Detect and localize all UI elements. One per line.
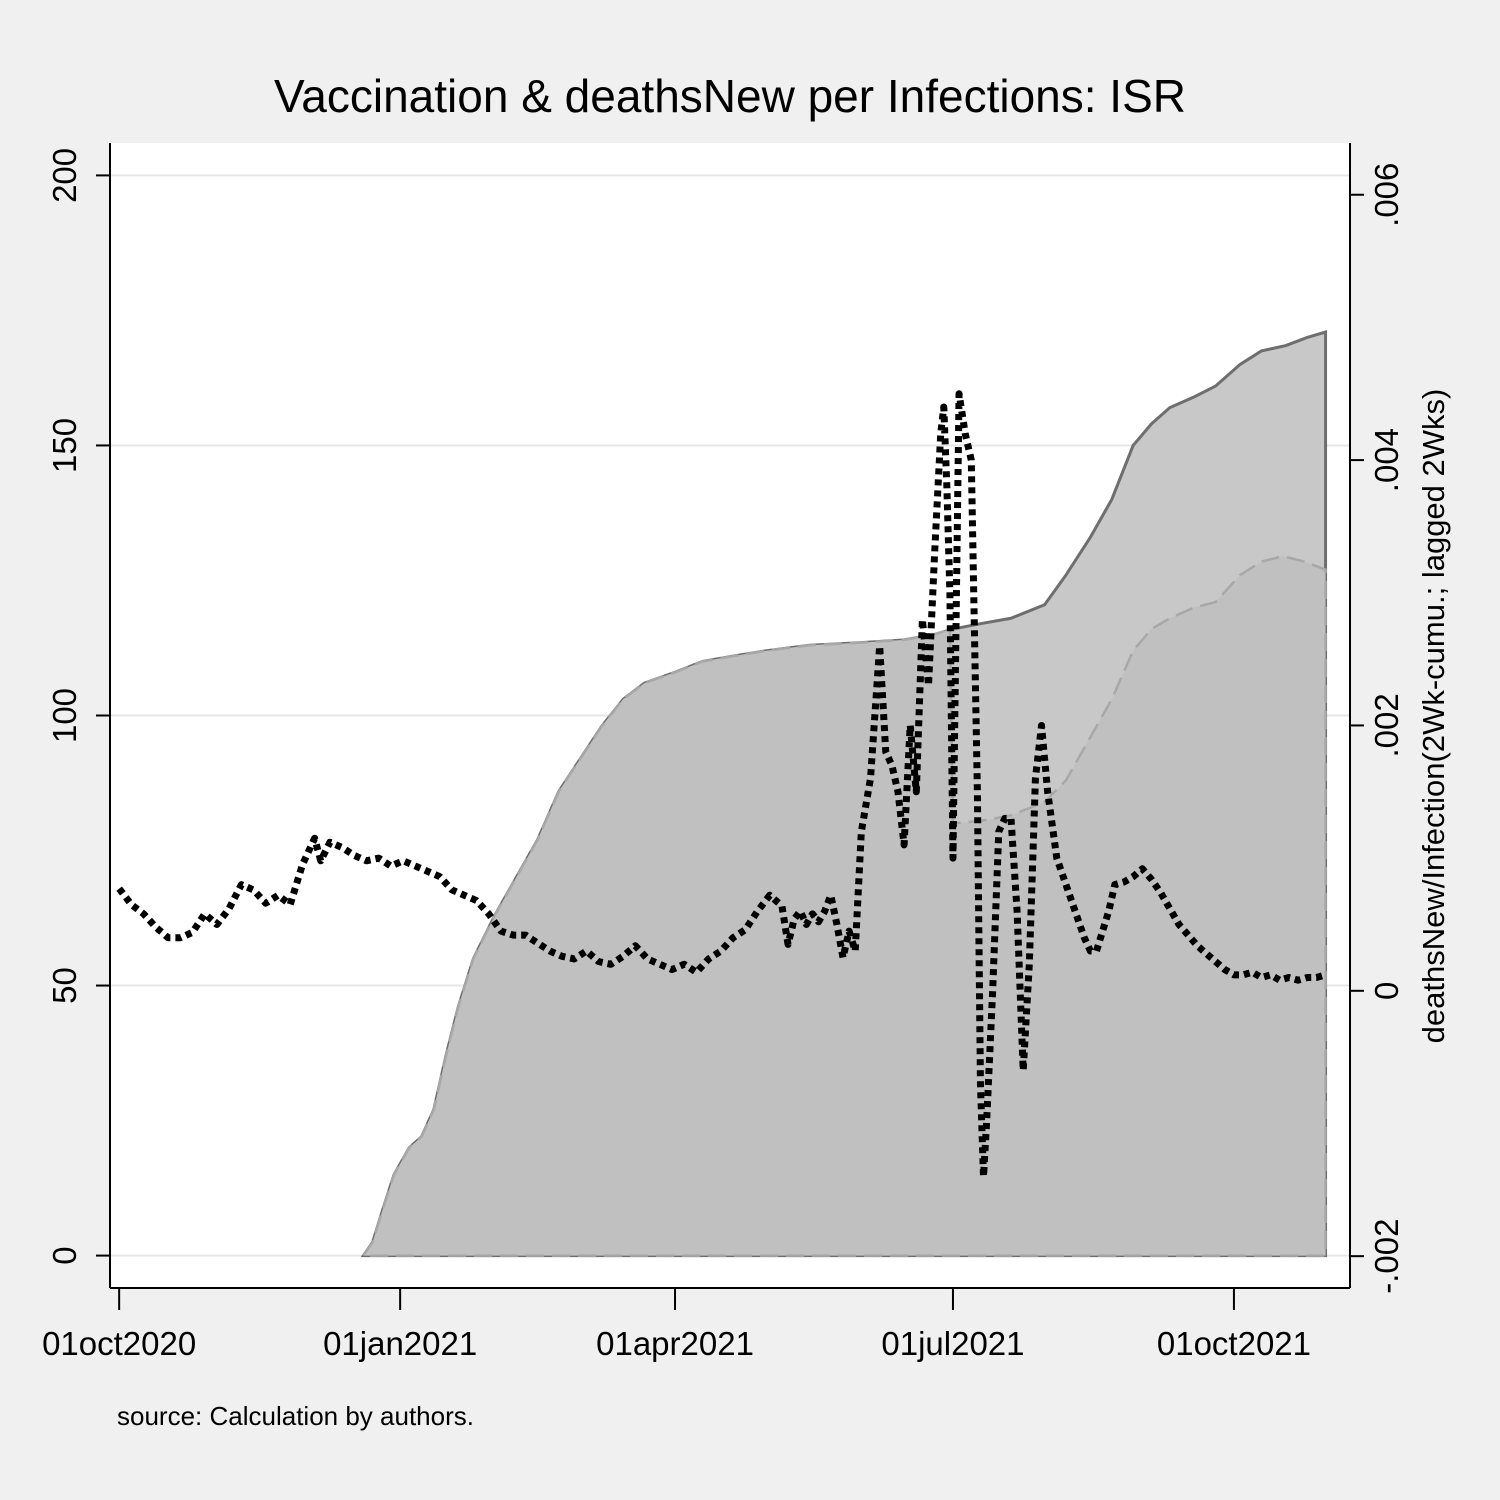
chart-title: Vaccination & deathsNew per Infections: … bbox=[274, 70, 1186, 122]
deaths-series bbox=[116, 390, 1327, 1181]
x-tick-label: 01jul2021 bbox=[881, 1325, 1024, 1362]
x-tick-label: 01oct2020 bbox=[42, 1325, 196, 1362]
x-tick-label: 01jan2021 bbox=[323, 1325, 477, 1362]
y2-tick-label: -.002 bbox=[1368, 1219, 1405, 1294]
x-tick-label: 01oct2021 bbox=[1157, 1325, 1311, 1362]
y-axis-ticks: 0 50 100 150 200 bbox=[46, 148, 110, 1265]
vaccination-area-second bbox=[361, 554, 1327, 1257]
y-tick-label: 200 bbox=[46, 148, 83, 203]
source-note: source: Calculation by authors. bbox=[117, 1401, 474, 1431]
y-tick-label: 150 bbox=[46, 418, 83, 473]
x-axis-ticks: 01oct2020 01jan2021 01apr2021 01jul2021 01oc… bbox=[42, 1288, 1311, 1362]
y2-axis-label: deathsNew/Infection(2Wk-cumu.; lagged 2W… bbox=[1416, 389, 1451, 1044]
y2-tick-label: 0 bbox=[1368, 982, 1405, 1000]
y-tick-label: 0 bbox=[46, 1246, 83, 1264]
vaccination-areas bbox=[360, 330, 1328, 1258]
y-tick-label: 100 bbox=[46, 688, 83, 743]
y2-tick-label: .006 bbox=[1368, 163, 1405, 227]
y2-tick-label: .002 bbox=[1368, 693, 1405, 757]
deaths-per-infection-line bbox=[116, 390, 1327, 1181]
y2-tick-label: .004 bbox=[1368, 428, 1405, 492]
y2-axis-ticks: -.002 0 .002 .004 .006 bbox=[1350, 163, 1405, 1294]
y-tick-label: 50 bbox=[46, 967, 83, 1004]
x-tick-label: 01apr2021 bbox=[596, 1325, 754, 1362]
